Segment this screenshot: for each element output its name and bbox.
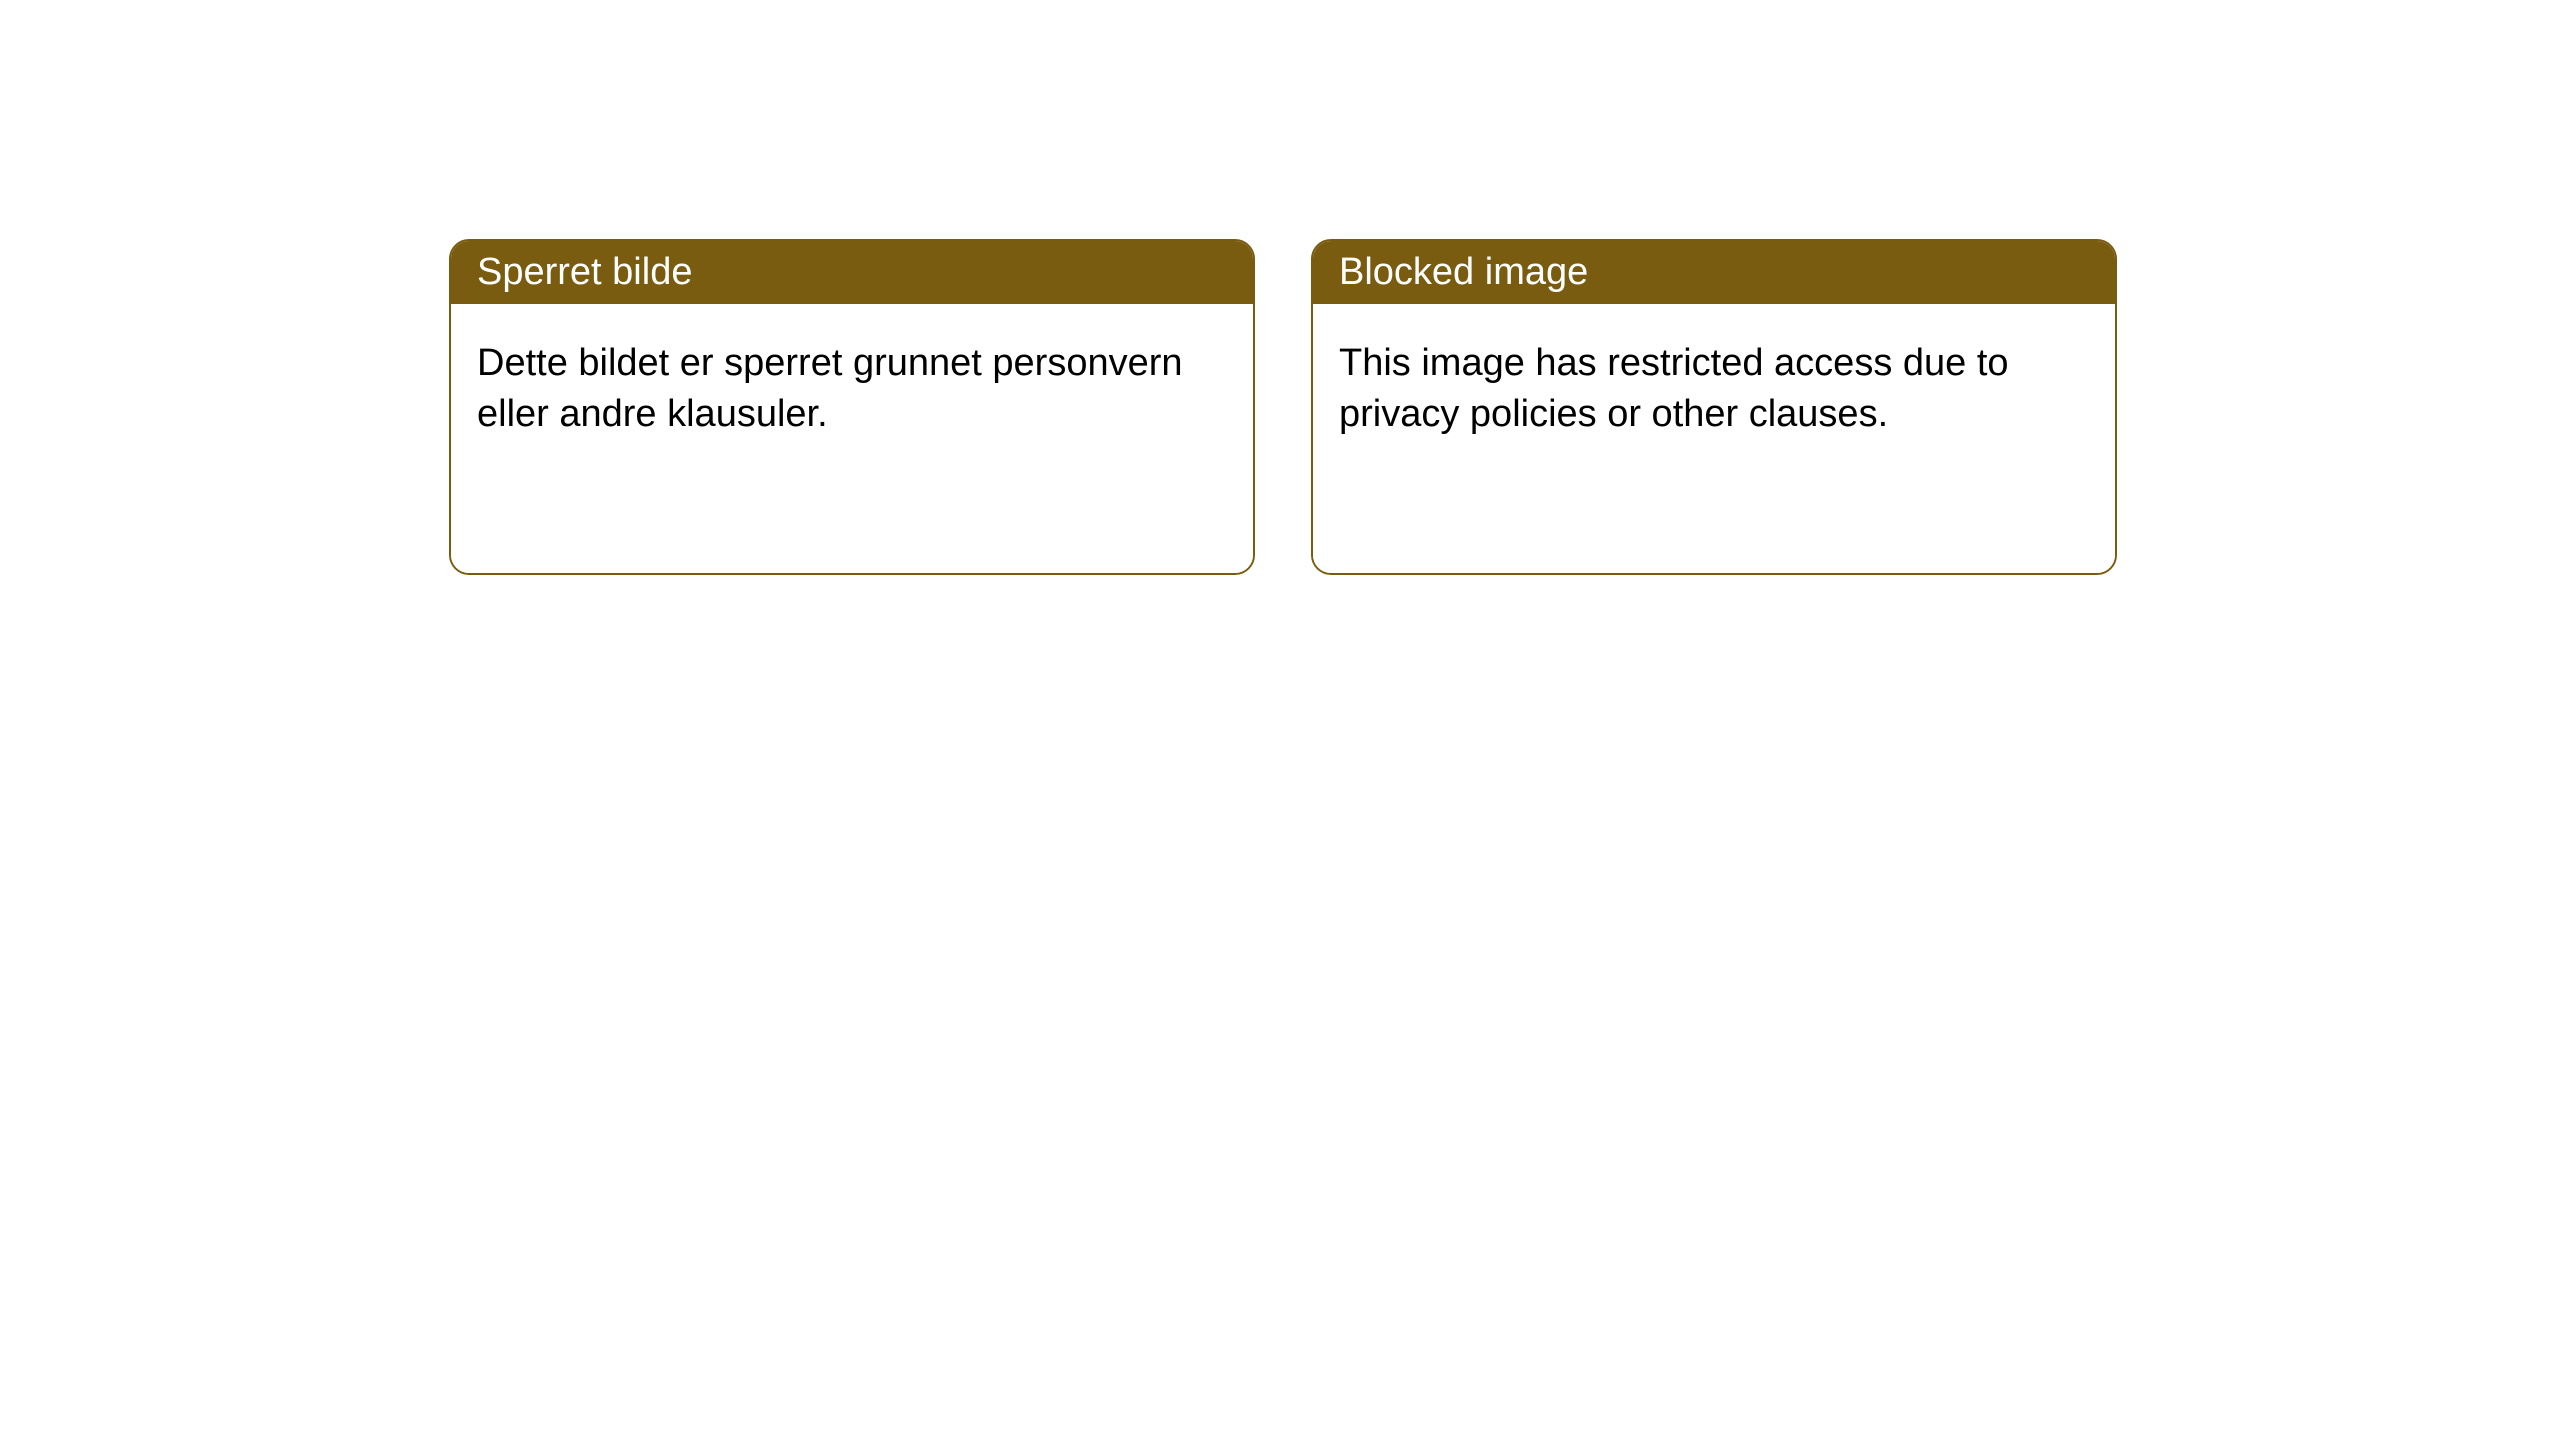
notice-card-english: Blocked image This image has restricted …	[1311, 239, 2117, 575]
notice-container: Sperret bilde Dette bildet er sperret gr…	[449, 239, 2117, 575]
notice-title: Sperret bilde	[451, 241, 1253, 304]
notice-card-norwegian: Sperret bilde Dette bildet er sperret gr…	[449, 239, 1255, 575]
notice-body-text: Dette bildet er sperret grunnet personve…	[451, 304, 1253, 573]
notice-title: Blocked image	[1313, 241, 2115, 304]
notice-body-text: This image has restricted access due to …	[1313, 304, 2115, 573]
